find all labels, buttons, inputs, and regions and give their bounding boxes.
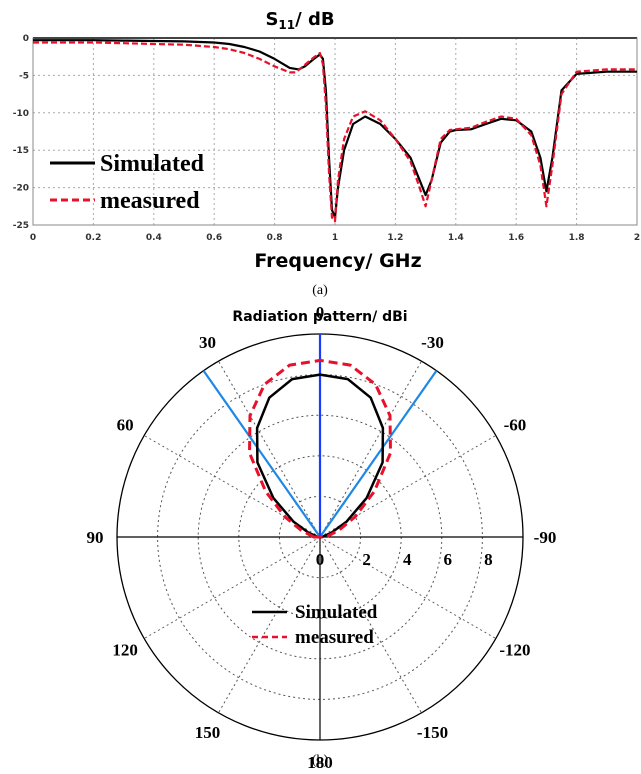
beam-line (202, 370, 321, 538)
s11-y-tick-label: -10 (13, 109, 29, 119)
s11-x-tick-label: 0.4 (146, 233, 162, 243)
radial-tick-label: 0 (316, 550, 325, 569)
s11-plot-frame (32, 37, 638, 226)
caption-b: (b) (312, 753, 329, 768)
legend-b-measured-label: measured (295, 627, 374, 648)
radiation-series (248, 358, 392, 539)
radial-tick-label: 4 (403, 550, 412, 569)
angle-label: -90 (534, 528, 557, 547)
polar-spoke (218, 536, 321, 714)
s11-x-tick-label: 0.2 (85, 233, 101, 243)
polar-spoke (319, 536, 422, 714)
legend-b-simulated-label: Simulated (295, 602, 378, 623)
s11-chart-title: S11/ dB (265, 9, 334, 32)
angle-label: -30 (421, 333, 444, 352)
beam-line (319, 370, 438, 538)
s11-y-tick-label: -15 (13, 146, 29, 156)
polar-spoke (319, 536, 497, 639)
s11-y-tick-label: -20 (13, 184, 29, 194)
s11-x-tick-label: 0.8 (267, 233, 283, 243)
radiation-chart-title: Radiation pattern/ dBi (232, 309, 407, 325)
angle-label: -120 (499, 641, 530, 660)
s11-x-tick-label: 0.6 (206, 233, 222, 243)
s11-x-axis-label: Frequency/ GHz (254, 250, 421, 272)
radiation-series-simulated-line (255, 373, 385, 539)
angle-label: 150 (195, 723, 221, 742)
caption-a: (a) (312, 283, 328, 298)
s11-legend: Simulated measured (50, 151, 205, 214)
beam-lines (202, 334, 438, 538)
s11-x-tick-label: 0 (30, 233, 36, 243)
polar-spoke (319, 435, 497, 538)
polar-spoke (143, 435, 321, 538)
s11-x-tick-label: 1 (332, 233, 338, 243)
s11-chart: S11/ dB 0 0.2 0.4 0.6 0.8 1 1.2 1.4 1.6 1.8 2 0 -5 -1… (13, 9, 640, 298)
angle-label: 60 (117, 416, 134, 435)
s11-series (33, 39, 637, 223)
angle-label: -60 (504, 416, 527, 435)
s11-y-tick-label: -5 (19, 71, 29, 81)
polar-spoke (218, 360, 321, 538)
radiation-legend: Simulated measured (252, 602, 378, 648)
s11-x-tick-label: 1.2 (387, 233, 403, 243)
s11-y-tick-label: 0 (23, 34, 29, 44)
legend-measured-label: measured (100, 188, 200, 214)
s11-x-tick-label: 2 (634, 233, 640, 243)
angle-label: 120 (112, 641, 138, 660)
s11-x-tick-label: 1.4 (448, 233, 464, 243)
polar-spoke (143, 536, 321, 639)
angle-label: 90 (87, 528, 104, 547)
s11-x-tick-label: 1.8 (569, 233, 585, 243)
s11-ticks: 0 0.2 0.4 0.6 0.8 1 1.2 1.4 1.6 1.8 2 0 -5 -10 -15 -20 -… (13, 34, 640, 243)
legend-simulated-label: Simulated (100, 151, 205, 177)
radiation-series-measured-line (248, 358, 392, 539)
radial-tick-label: 8 (484, 550, 493, 569)
angle-label: 0 (316, 303, 325, 322)
radial-tick-label: 6 (444, 550, 453, 569)
s11-series-measured-line (33, 41, 637, 223)
angle-label: 180 (307, 753, 333, 772)
s11-y-tick-label: -25 (13, 221, 29, 231)
radial-tick-label: 2 (362, 550, 371, 569)
polar-spoke (319, 360, 422, 538)
angle-label: -150 (417, 723, 448, 742)
s11-x-tick-label: 1.6 (508, 233, 524, 243)
radial-tick-labels: 0 2 4 6 8 (316, 550, 493, 569)
angle-label: 30 (199, 333, 216, 352)
